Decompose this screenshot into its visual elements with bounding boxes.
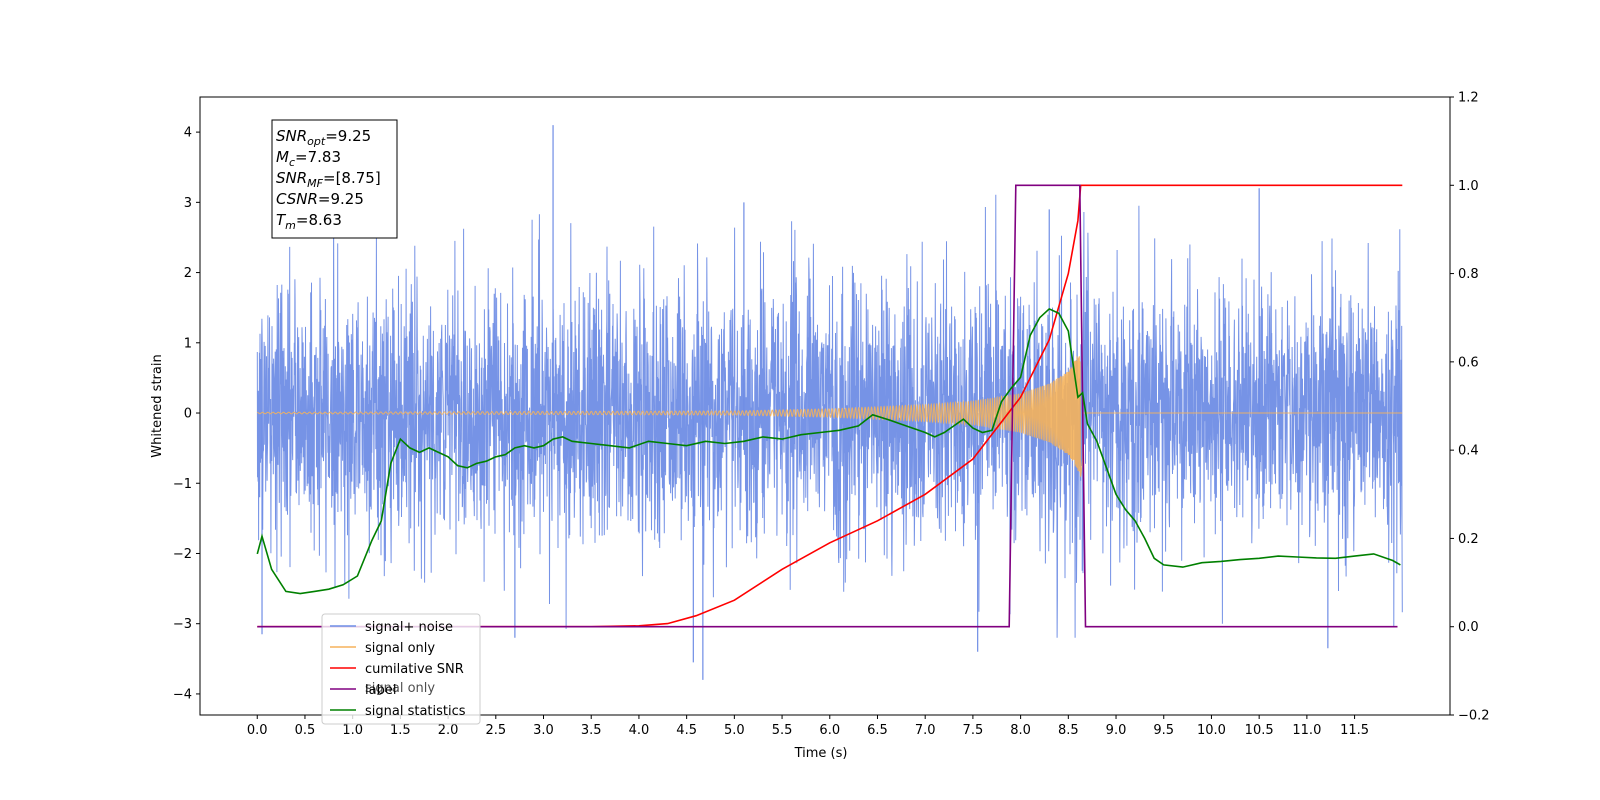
- y-tick-label: −2: [173, 547, 192, 562]
- y2-tick-label: 1.0: [1458, 179, 1479, 194]
- y2-axis-ticks: 1.2 1.0 0.8 0.6 0.4 0.2 0.0 −0.2: [1450, 91, 1490, 724]
- legend-frame: [321, 613, 481, 725]
- y-tick-label: −1: [173, 477, 192, 492]
- x-tick-label: 7.5: [963, 723, 984, 738]
- plot-area: [256, 125, 1403, 680]
- info-param-name: T: [276, 211, 287, 229]
- x-tick-label: 2.0: [438, 723, 459, 738]
- x-axis-label: Time (s): [794, 746, 848, 761]
- x-tick-label: 10.0: [1197, 723, 1226, 738]
- x-tick-label: 4.5: [676, 723, 697, 738]
- y-axis-ticks: 4 3 2 1 0 −1 −2 −3 −4: [173, 126, 200, 702]
- info-box-line: Tm=8.63: [276, 211, 342, 232]
- y-tick-label: 1: [184, 336, 192, 351]
- x-tick-label: 1.0: [342, 723, 363, 738]
- info-param-subscript: MF: [307, 177, 323, 190]
- info-param-value: =9.25: [318, 190, 364, 208]
- x-tick-label: 0.5: [295, 723, 316, 738]
- series-label-line: [257, 184, 1398, 628]
- y-tick-label: 4: [184, 126, 192, 141]
- x-tick-label: 2.5: [485, 723, 506, 738]
- info-box-frame: [271, 119, 398, 239]
- info-param-name: SNR: [276, 127, 307, 145]
- x-tick-label: 11.0: [1292, 723, 1321, 738]
- x-tick-label: 5.0: [724, 723, 745, 738]
- y-tick-label: 0: [184, 407, 192, 422]
- y-tick-label: −4: [173, 687, 192, 702]
- x-tick-label: 6.5: [867, 723, 888, 738]
- series-signal-noise-line: [256, 194, 1403, 638]
- y2-tick-label: 1.2: [1458, 91, 1479, 106]
- info-box-line: CSNR=9.25: [276, 190, 364, 208]
- y2-tick-label: 0.2: [1458, 532, 1479, 547]
- x-tick-label: 9.5: [1153, 723, 1174, 738]
- legend-entry-label: signal statistics: [365, 704, 466, 719]
- x-tick-label: 6.0: [819, 723, 840, 738]
- info-param-name: SNR: [276, 169, 307, 187]
- info-param-value: =[8.75]: [323, 169, 381, 187]
- info-param-value: =7.83: [295, 148, 341, 166]
- info-param-value: =9.25: [325, 127, 371, 145]
- legend-entry-label: signal only: [365, 641, 435, 656]
- y-tick-label: 2: [184, 266, 192, 281]
- x-tick-label: 0.0: [247, 723, 268, 738]
- legend-entry-label: signal+ noise: [365, 620, 453, 635]
- info-box: SNRopt=9.25Mc=7.83SNRMF=[8.75]CSNR=9.25T…: [271, 119, 398, 239]
- info-box-line: Mc=7.83: [276, 148, 341, 169]
- x-tick-label: 9.0: [1106, 723, 1127, 738]
- x-tick-label: 7.0: [915, 723, 936, 738]
- info-param-subscript: c: [289, 156, 295, 169]
- legend-entry-label: cumilative SNR: [365, 662, 464, 677]
- x-tick-label: 5.5: [772, 723, 793, 738]
- info-box-line: SNRopt=9.25: [276, 127, 371, 148]
- info-param-name: CSNR: [276, 190, 318, 208]
- legend-ghost-text: signal only: [365, 681, 435, 696]
- series-signal-statistics-line: [256, 307, 1401, 595]
- y2-tick-label: 0.0: [1458, 620, 1479, 635]
- y2-tick-label: 0.6: [1458, 355, 1479, 370]
- info-param-name: M: [276, 148, 289, 166]
- info-param-subscript: opt: [307, 135, 326, 148]
- x-tick-label: 11.5: [1340, 723, 1369, 738]
- info-param-subscript: m: [285, 219, 296, 232]
- x-tick-label: 1.5: [390, 723, 411, 738]
- x-tick-label: 3.0: [533, 723, 554, 738]
- info-box-line: SNRMF=[8.75]: [276, 169, 381, 190]
- x-axis-ticks: 0.0 0.5 1.0 1.5 2.0 2.5 3.0 3.5 4.0 4.5 5.0 5.5 6.0 6…: [247, 715, 1369, 738]
- y2-tick-label: 0.4: [1458, 444, 1479, 459]
- y-tick-label: 3: [184, 196, 192, 211]
- y-tick-label: −3: [173, 617, 192, 632]
- x-tick-label: 3.5: [581, 723, 602, 738]
- x-tick-label: 8.0: [1010, 723, 1031, 738]
- x-tick-label: 4.0: [629, 723, 650, 738]
- series-cumilative-snr-line: [257, 184, 1403, 628]
- y2-tick-label: 0.8: [1458, 267, 1479, 282]
- legend-entry-label: label: [365, 683, 396, 698]
- y-axis-label: Whitened strain: [150, 354, 165, 457]
- info-param-value: =8.63: [296, 211, 342, 229]
- x-tick-label: 10.5: [1245, 723, 1274, 738]
- legend: signal only signal+ noise signal only cumil…: [321, 613, 481, 725]
- series-signal-only-line: [257, 356, 1403, 478]
- x-tick-label: 8.5: [1058, 723, 1079, 738]
- y2-tick-label: −0.2: [1458, 709, 1490, 724]
- axes-frame: [199, 96, 1451, 716]
